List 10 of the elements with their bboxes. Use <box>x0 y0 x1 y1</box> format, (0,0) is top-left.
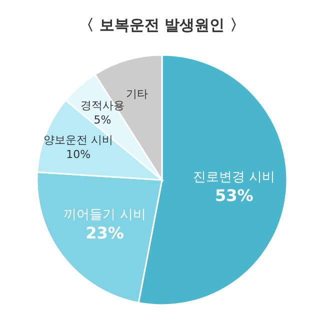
slice-label: 끼어들기 시비 <box>64 208 146 223</box>
chart-title: 〈 보복운전 발생원인 〉 <box>79 16 245 34</box>
slice-label: 양보운전 시비 <box>44 134 114 147</box>
data-label: 23% <box>86 223 124 242</box>
data-label: 5% <box>94 113 112 126</box>
data-label: 10% <box>66 148 91 161</box>
slice-label: 진로변경 시비 <box>193 170 276 185</box>
data-label: 53% <box>215 186 254 205</box>
slice-label: 기타 <box>126 87 148 100</box>
slice-label: 경적사용 <box>80 99 124 112</box>
